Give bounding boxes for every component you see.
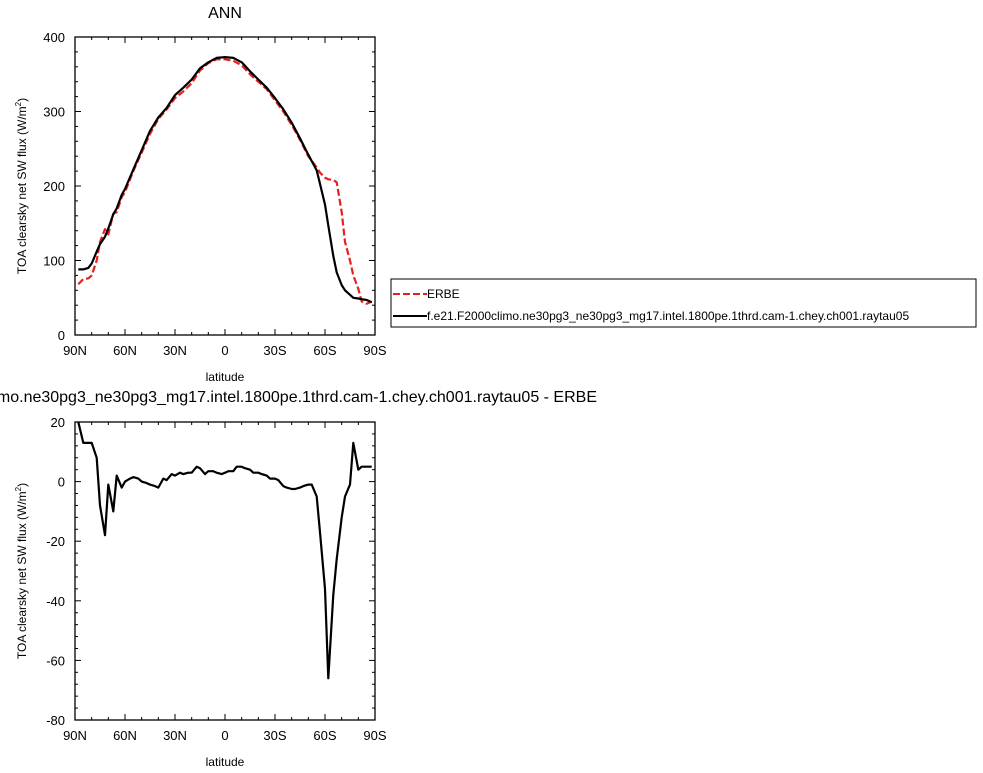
bottom-chart-ylabel: TOA clearsky net SW flux (W/m2) [14, 483, 29, 659]
bottom-chart-ytick-label: 20 [51, 415, 65, 430]
bottom-chart-xtick-label: 60N [113, 728, 137, 743]
bottom-chart-frame [74, 421, 376, 721]
legend-box [390, 278, 977, 328]
top-chart-xtick-label: 90S [363, 343, 386, 358]
top-chart-ytick-label: 0 [58, 328, 65, 343]
legend-label-model: f.e21.F2000climo.ne30pg3_ne30pg3_mg17.in… [427, 309, 909, 323]
bottom-chart-series [77, 421, 372, 680]
top-chart-xtick-label: 60S [313, 343, 336, 358]
bottom-chart-ytick-label: -80 [46, 713, 65, 728]
bottom-chart-ytick-label: -60 [46, 653, 65, 668]
bottom-chart-ytick-label: -20 [46, 534, 65, 549]
bottom-chart-panel: .e21.F2000climo.ne30pg3_ne30pg3_mg17.int… [0, 389, 597, 769]
top-chart-panel: ANN 90N 60N 30N 0 30S 60S 90S 0 100 200 300 400 lat… [14, 5, 387, 384]
bottom-chart-series-line-0 [77, 421, 372, 680]
top-chart-frame [74, 36, 376, 336]
legend: ERBE f.e21.F2000climo.ne30pg3_ne30pg3_mg… [390, 278, 977, 328]
top-chart-series [77, 55, 373, 305]
bottom-chart-ticks: 90N 60N 30N 0 30S 60S 90S -80 -60 -40 -20 0 20 [46, 415, 387, 743]
top-chart-series-line-1 [78, 55, 373, 304]
bottom-chart-xtick-label: 60S [313, 728, 336, 743]
top-chart-ytick-label: 300 [43, 105, 65, 120]
top-chart-ytick-label: 100 [43, 254, 65, 269]
bottom-chart-xtick-label: 30S [263, 728, 286, 743]
bottom-chart-ytick-label: -40 [46, 594, 65, 609]
top-chart-xtick-label: 30N [163, 343, 187, 358]
bottom-chart-xlabel: latitude [206, 755, 245, 769]
top-chart-ytick-label: 400 [43, 30, 65, 45]
top-chart-xtick-label: 30S [263, 343, 286, 358]
top-chart-title: ANN [208, 5, 242, 22]
top-chart-series-line-0 [77, 58, 373, 305]
top-chart-xtick-label: 0 [221, 343, 228, 358]
top-chart-xlabel: latitude [206, 370, 245, 384]
bottom-chart-xtick-label: 0 [221, 728, 228, 743]
legend-label-erbe: ERBE [427, 287, 460, 301]
top-chart-ylabel: TOA clearsky net SW flux (W/m2) [14, 98, 29, 274]
top-chart-xtick-label: 90N [63, 343, 87, 358]
top-chart-ticks: 90N 60N 30N 0 30S 60S 90S 0 100 200 300 400 [43, 30, 387, 358]
bottom-chart-ytick-label: 0 [58, 475, 65, 490]
top-chart-ytick-label: 200 [43, 179, 65, 194]
bottom-chart-xtick-label: 90S [363, 728, 386, 743]
bottom-chart-xtick-label: 90N [63, 728, 87, 743]
bottom-chart-xtick-label: 30N [163, 728, 187, 743]
top-chart-xtick-label: 60N [113, 343, 137, 358]
bottom-chart-title: .e21.F2000climo.ne30pg3_ne30pg3_mg17.int… [0, 389, 597, 406]
